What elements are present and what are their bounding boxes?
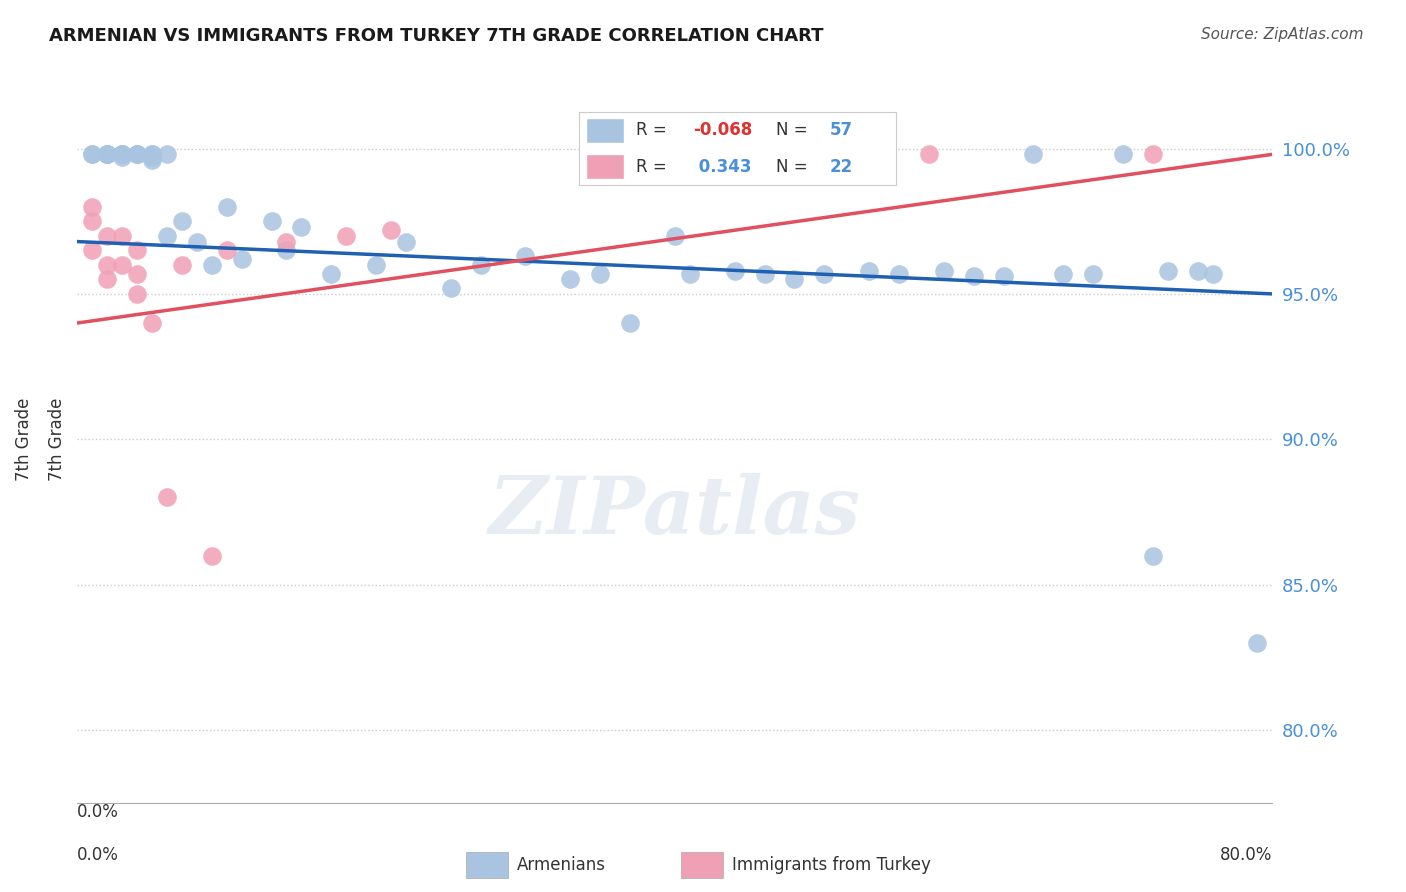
- Point: [201, 258, 224, 272]
- Point: [82, 244, 104, 258]
- Point: [276, 235, 298, 249]
- Point: [470, 258, 492, 272]
- Point: [141, 150, 163, 164]
- Point: [82, 200, 104, 214]
- Point: [887, 267, 910, 281]
- Point: [96, 147, 118, 161]
- Point: [1246, 636, 1268, 650]
- Text: ARMENIAN VS IMMIGRANTS FROM TURKEY 7TH GRADE CORRELATION CHART: ARMENIAN VS IMMIGRANTS FROM TURKEY 7TH G…: [49, 27, 824, 45]
- Point: [111, 147, 134, 161]
- Point: [1083, 267, 1105, 281]
- Point: [679, 267, 702, 281]
- Y-axis label: 7th Grade: 7th Grade: [48, 398, 66, 481]
- Text: ZIPatlas: ZIPatlas: [489, 474, 860, 550]
- Point: [127, 244, 149, 258]
- Point: [366, 258, 388, 272]
- Point: [96, 147, 118, 161]
- Point: [215, 244, 238, 258]
- Point: [1142, 549, 1164, 563]
- Point: [127, 147, 149, 161]
- Bar: [681, 852, 723, 878]
- Point: [783, 272, 806, 286]
- Point: [96, 258, 118, 272]
- Text: 0.0%: 0.0%: [77, 803, 120, 821]
- Point: [170, 258, 193, 272]
- Text: Armenians: Armenians: [517, 855, 606, 873]
- Point: [963, 269, 986, 284]
- Point: [82, 214, 104, 228]
- Point: [932, 263, 955, 277]
- Point: [127, 267, 149, 281]
- Point: [380, 223, 402, 237]
- Text: 80.0%: 80.0%: [1220, 847, 1272, 864]
- Point: [440, 281, 463, 295]
- Point: [141, 316, 163, 330]
- Point: [335, 228, 357, 243]
- Point: [395, 235, 418, 249]
- Point: [96, 272, 118, 286]
- Text: Immigrants from Turkey: Immigrants from Turkey: [733, 855, 931, 873]
- Point: [111, 147, 134, 161]
- Point: [724, 263, 747, 277]
- Bar: [465, 852, 508, 878]
- Point: [589, 267, 612, 281]
- Point: [1202, 267, 1225, 281]
- Point: [1052, 267, 1074, 281]
- Point: [664, 228, 686, 243]
- Point: [186, 235, 208, 249]
- Point: [290, 220, 312, 235]
- Point: [321, 267, 343, 281]
- Point: [141, 147, 163, 161]
- Point: [127, 147, 149, 161]
- Point: [515, 249, 537, 263]
- Point: [1022, 147, 1045, 161]
- Point: [96, 147, 118, 161]
- Point: [201, 549, 224, 563]
- Point: [993, 269, 1015, 284]
- Point: [111, 147, 134, 161]
- Point: [127, 147, 149, 161]
- Point: [858, 263, 880, 277]
- Point: [231, 252, 253, 266]
- Point: [111, 228, 134, 243]
- Point: [111, 258, 134, 272]
- Point: [215, 200, 238, 214]
- Point: [560, 272, 582, 286]
- Point: [1142, 147, 1164, 161]
- Point: [170, 214, 193, 228]
- Point: [1157, 263, 1180, 277]
- Text: 0.0%: 0.0%: [77, 847, 120, 864]
- Point: [111, 147, 134, 161]
- Point: [754, 267, 776, 281]
- Point: [141, 153, 163, 168]
- Point: [82, 147, 104, 161]
- Text: Source: ZipAtlas.com: Source: ZipAtlas.com: [1201, 27, 1364, 42]
- Point: [1187, 263, 1209, 277]
- Point: [156, 147, 179, 161]
- Point: [1112, 147, 1135, 161]
- Point: [664, 147, 686, 161]
- Point: [96, 147, 118, 161]
- Point: [276, 244, 298, 258]
- Point: [619, 316, 641, 330]
- Point: [156, 228, 179, 243]
- Point: [82, 147, 104, 161]
- Point: [813, 267, 835, 281]
- Point: [111, 150, 134, 164]
- Point: [260, 214, 283, 228]
- Text: 7th Grade: 7th Grade: [14, 398, 32, 481]
- Point: [156, 491, 179, 505]
- Point: [127, 286, 149, 301]
- Point: [96, 228, 118, 243]
- Point: [918, 147, 941, 161]
- Point: [141, 147, 163, 161]
